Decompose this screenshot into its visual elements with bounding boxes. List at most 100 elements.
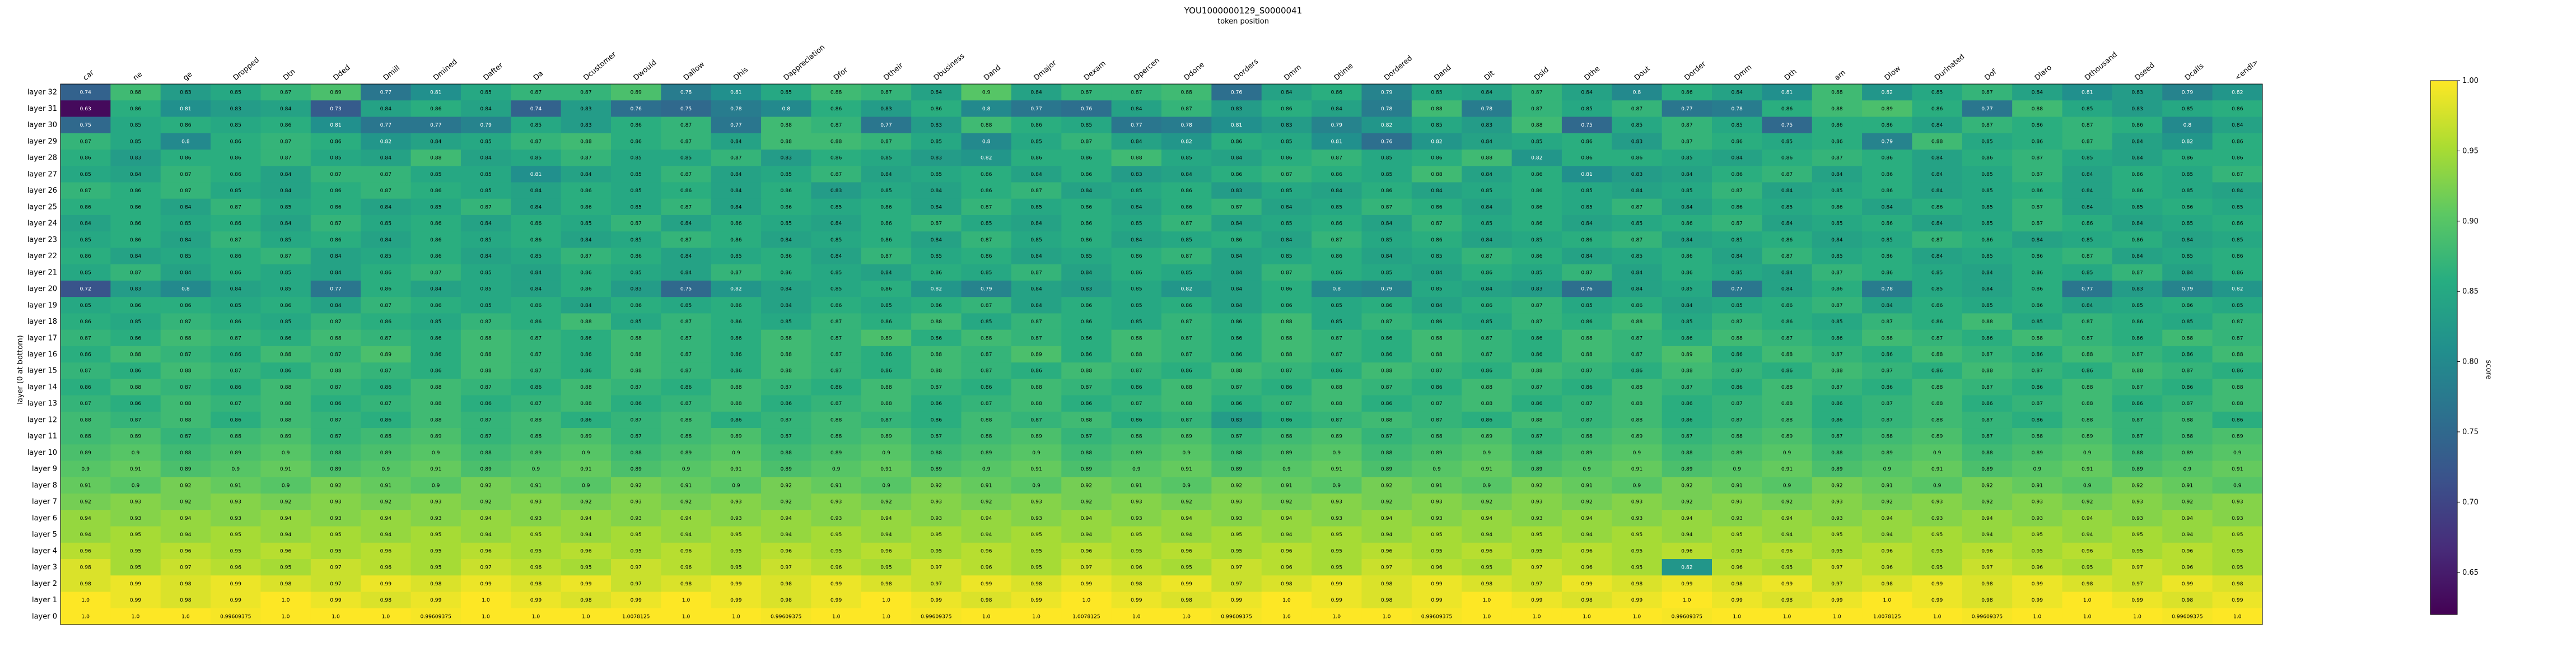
cell-value-label: 0.8 bbox=[181, 286, 190, 292]
cell-value-label: 0.87 bbox=[380, 188, 392, 194]
heatmap-cell bbox=[2162, 133, 2213, 150]
heatmap-cell bbox=[2062, 231, 2113, 248]
cell-value-label: 0.8 bbox=[982, 138, 991, 145]
cell-value-label: 0.84 bbox=[1931, 155, 1943, 161]
cell-value-label: 0.88 bbox=[730, 401, 742, 407]
cell-value-label: 0.85 bbox=[1131, 286, 1142, 292]
cell-value-label: 0.84 bbox=[1631, 269, 1643, 276]
cell-value-label: 0.92 bbox=[1981, 482, 1992, 488]
cell-value-label: 0.85 bbox=[880, 302, 892, 309]
cell-value-label: 0.86 bbox=[1531, 171, 1543, 178]
heatmap-cell bbox=[361, 133, 412, 150]
cell-value-label: 0.99 bbox=[931, 597, 942, 603]
heatmap-cell bbox=[1912, 248, 1963, 265]
heatmap-cell bbox=[661, 198, 712, 216]
cell-value-label: 1.0 bbox=[332, 613, 340, 620]
cell-value-label: 0.93 bbox=[1331, 515, 1343, 522]
cell-value-label: 0.84 bbox=[580, 237, 592, 243]
cell-value-label: 0.95 bbox=[130, 532, 142, 538]
heatmap-cell bbox=[260, 166, 311, 183]
cell-value-label: 0.97 bbox=[1831, 565, 1843, 571]
heatmap-cell bbox=[2062, 297, 2113, 314]
heatmap-cell bbox=[1061, 117, 1112, 134]
cell-value-label: 0.87 bbox=[380, 335, 392, 341]
heatmap-cell bbox=[2112, 297, 2163, 314]
cell-value-label: 0.94 bbox=[781, 532, 792, 538]
cell-value-label: 0.86 bbox=[2131, 188, 2143, 194]
cell-value-label: 0.85 bbox=[230, 188, 242, 194]
cell-value-label: 0.96 bbox=[2082, 548, 2093, 554]
cell-value-label: 0.9 bbox=[1933, 450, 1942, 456]
heatmap-cell bbox=[110, 346, 161, 363]
cell-value-label: 0.93 bbox=[1331, 499, 1343, 505]
cell-value-label: 1.0 bbox=[1132, 613, 1141, 620]
cell-value-label: 0.95 bbox=[730, 532, 742, 538]
y-tick-label: layer 5 bbox=[32, 530, 57, 539]
cell-value-label: 0.86 bbox=[530, 302, 542, 309]
x-tick-label: Dmill bbox=[382, 64, 402, 82]
heatmap-cell bbox=[1161, 231, 1212, 248]
cell-value-label: 0.86 bbox=[1231, 335, 1243, 341]
heatmap-cell bbox=[361, 280, 412, 297]
heatmap-cell bbox=[1561, 313, 1612, 331]
heatmap-cell bbox=[961, 264, 1012, 281]
heatmap-cell bbox=[1312, 248, 1362, 265]
heatmap-cell bbox=[1462, 100, 1513, 117]
heatmap-cell bbox=[361, 84, 412, 101]
cell-value-label: 0.87 bbox=[1631, 237, 1643, 243]
cell-value-label: 0.87 bbox=[1981, 122, 1993, 128]
heatmap-cell bbox=[2212, 149, 2263, 166]
cell-value-label: 0.89 bbox=[781, 466, 792, 472]
cell-value-label: 0.85 bbox=[1581, 302, 1593, 309]
cell-value-label: 0.87 bbox=[280, 253, 292, 259]
colorbar-tick-label: 0.80 bbox=[2462, 358, 2479, 366]
cell-value-label: 0.87 bbox=[981, 368, 992, 374]
heatmap-cell bbox=[1662, 149, 1712, 166]
heatmap-cell bbox=[460, 100, 511, 117]
heatmap-cell bbox=[211, 133, 261, 150]
cell-value-label: 0.87 bbox=[1381, 384, 1393, 390]
heatmap-cell bbox=[211, 346, 261, 363]
cell-value-label: 0.85 bbox=[1030, 204, 1042, 210]
cell-value-label: 0.88 bbox=[80, 434, 91, 440]
cell-value-label: 0.88 bbox=[580, 384, 592, 390]
heatmap-cell bbox=[160, 346, 211, 363]
heatmap-cell bbox=[561, 346, 612, 363]
cell-value-label: 0.86 bbox=[1231, 237, 1243, 243]
cell-value-label: 0.86 bbox=[931, 417, 942, 423]
cell-value-label: 0.86 bbox=[1081, 319, 1093, 325]
cell-value-label: 0.88 bbox=[2182, 417, 2194, 423]
cell-value-label: 0.86 bbox=[1231, 138, 1243, 145]
cell-value-label: 0.84 bbox=[530, 188, 542, 194]
heatmap-cells: 0.74 0.88 0.83 0.85 0.87 0.89 0.77 0.81 0.85 0.87… bbox=[60, 83, 2263, 625]
heatmap-cell bbox=[1011, 248, 1062, 265]
heatmap-cell bbox=[1912, 313, 1963, 331]
heatmap-cell bbox=[1261, 198, 1312, 216]
cell-value-label: 1.0 bbox=[1533, 613, 1541, 620]
cell-value-label: 0.91 bbox=[1281, 482, 1292, 488]
cell-value-label: 0.88 bbox=[1131, 335, 1142, 341]
cell-value-label: 0.87 bbox=[830, 368, 842, 374]
cell-value-label: 0.88 bbox=[1981, 450, 1993, 456]
cell-value-label: 0.75 bbox=[1581, 122, 1593, 128]
heatmap-cell bbox=[1361, 100, 1412, 117]
heatmap-cell bbox=[1411, 84, 1462, 101]
cell-value-label: 0.84 bbox=[1081, 188, 1093, 194]
x-tick-label: <endl> bbox=[2233, 58, 2260, 83]
cell-value-label: 0.89 bbox=[330, 466, 342, 472]
cell-value-label: 0.94 bbox=[880, 532, 892, 538]
cell-value-label: 0.87 bbox=[280, 138, 292, 145]
heatmap-cell bbox=[511, 100, 562, 117]
cell-value-label: 0.87 bbox=[1381, 204, 1393, 210]
cell-value-label: 0.92 bbox=[1081, 482, 1092, 488]
cell-value-label: 0.85 bbox=[830, 286, 842, 292]
cell-value-label: 0.85 bbox=[830, 204, 842, 210]
cell-value-label: 0.87 bbox=[1781, 171, 1793, 178]
heatmap-cell bbox=[2062, 264, 2113, 281]
cell-value-label: 0.85 bbox=[480, 302, 492, 309]
heatmap-cell bbox=[460, 297, 511, 314]
heatmap-cell bbox=[1612, 198, 1663, 216]
cell-value-label: 0.99 bbox=[630, 597, 642, 603]
cell-value-label: 0.87 bbox=[1681, 138, 1693, 145]
cell-value-label: 0.87 bbox=[830, 352, 842, 358]
